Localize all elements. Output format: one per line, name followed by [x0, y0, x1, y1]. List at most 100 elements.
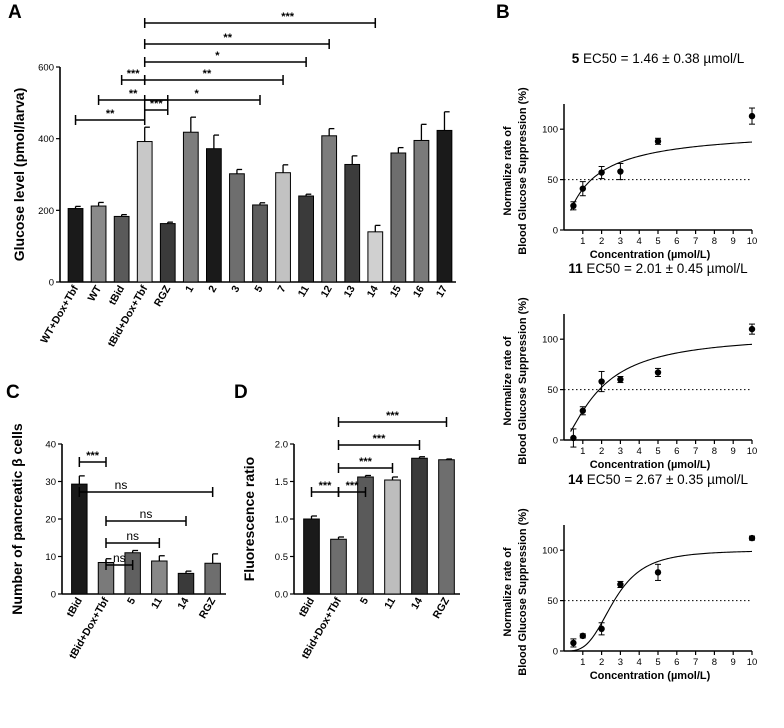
ec50-title: 14 EC50 = 2.67 ± 0.35 µmol/L — [568, 472, 748, 487]
bar — [330, 538, 347, 595]
significance-label: * — [215, 50, 220, 62]
x-tick-label: WT — [86, 283, 105, 304]
x-tick-label: 11 — [296, 283, 312, 299]
y-tick-label: 40 — [45, 440, 56, 451]
x-tick-label: 5 — [252, 283, 265, 294]
x-tick-label: 5 — [655, 657, 660, 668]
x-tick-label: 4 — [637, 446, 642, 457]
x-tick-label: 9 — [731, 657, 736, 668]
x-tick-label: 7 — [693, 446, 698, 457]
significance-label: *** — [127, 68, 141, 80]
y-tick-label: 400 — [38, 134, 54, 145]
x-tick-label: 5 — [125, 595, 138, 606]
bar — [411, 457, 428, 595]
x-tick-label: 1 — [580, 236, 585, 247]
significance-label: *** — [319, 480, 333, 492]
x-tick-label: 7 — [693, 657, 698, 668]
significance-label: ** — [106, 108, 115, 120]
x-tick-label: tBid — [296, 596, 317, 620]
y-tick-label: 0 — [49, 278, 54, 289]
y-axis-title: Number of pancreatic β cells — [9, 423, 25, 615]
x-tick-label: 3 — [229, 283, 242, 294]
data-point — [654, 138, 662, 145]
bar — [206, 148, 222, 283]
data-point — [617, 581, 624, 588]
bar — [159, 223, 176, 283]
y-tick-label: 2.0 — [275, 440, 288, 451]
x-tick-label: 2 — [599, 657, 604, 668]
bar — [321, 135, 338, 283]
significance-label: *** — [346, 480, 360, 492]
x-tick-label: 12 — [319, 283, 335, 299]
panel-label-b: B — [496, 2, 510, 23]
significance-label: *** — [281, 11, 295, 23]
bar — [177, 572, 195, 595]
x-tick-label: 1 — [183, 283, 196, 294]
bar — [357, 476, 374, 595]
y-tick-label: 10 — [45, 552, 56, 563]
x-axis-title: Concentration (µmol/L) — [590, 249, 711, 261]
bar — [204, 562, 221, 595]
significance-label: * — [194, 88, 199, 100]
significance-label: ** — [129, 88, 138, 100]
bar — [298, 195, 314, 283]
panel-c-beta-cells-chart: 0 10 20 30 40 Number of pancreatic β cells tBi… — [9, 423, 226, 661]
x-tick-label: 2 — [599, 236, 604, 247]
x-tick-label: 8 — [712, 446, 717, 457]
x-tick-label: 6 — [674, 446, 679, 457]
x-tick-label: 2 — [599, 446, 604, 457]
y-tick-label: 0 — [553, 647, 558, 658]
data-point — [748, 325, 756, 333]
x-tick-label: 11 — [382, 595, 398, 611]
x-tick-label: 17 — [434, 283, 450, 299]
y-tick-label: 50 — [547, 385, 558, 396]
data-point — [570, 434, 577, 442]
y-tick-label: 20 — [45, 515, 56, 526]
x-tick-label: 5 — [655, 446, 660, 457]
bar — [113, 215, 130, 283]
ec50-text: EC50 = 2.01 ± 0.45 µmol/L — [583, 261, 748, 276]
bar — [151, 560, 168, 595]
data-point — [579, 407, 586, 414]
y-axis-title-line1: Normalize rate of — [502, 336, 514, 426]
x-tick-label: 11 — [149, 595, 165, 611]
y-tick-label: 0 — [553, 436, 558, 447]
y-tick-label: 50 — [547, 175, 558, 186]
dose-response-chart-11: 11 EC50 = 2.01 ± 0.45 µmol/L 0 50 100 1 2 3 4 5 6… — [502, 261, 757, 471]
data-point — [598, 625, 605, 633]
bar — [390, 152, 407, 283]
fit-curve — [570, 343, 753, 432]
compound-label: 14 — [568, 472, 584, 487]
x-tick-label: 13 — [342, 283, 358, 299]
ec50-title: 5 EC50 = 1.46 ± 0.38 µmol/L — [572, 51, 745, 66]
compound-label: 11 — [568, 261, 583, 276]
y-axis-title: Glucose level (pmol/larva) — [11, 88, 27, 262]
y-axis-title: Fluorescence ratio — [241, 457, 257, 582]
x-tick-label: 9 — [731, 236, 736, 247]
x-tick-label: 1 — [580, 657, 585, 668]
x-tick-label: 5 — [358, 595, 371, 606]
y-tick-label: 50 — [547, 596, 558, 607]
y-tick-label: 100 — [542, 546, 558, 557]
x-tick-label: 6 — [674, 236, 679, 247]
x-axis-title: Concentration (µmol/L) — [590, 459, 711, 471]
x-tick-label: 4 — [637, 657, 642, 668]
data-point — [579, 632, 586, 640]
x-tick-label: 5 — [655, 236, 660, 247]
panel-label-d: D — [234, 382, 248, 403]
dose-response-chart-5: 5 EC50 = 1.46 ± 0.38 µmol/L 0 50 100 1 2 3 4 5 6 7… — [502, 51, 757, 261]
y-tick-label: 0 — [51, 590, 56, 601]
x-tick-label: 4 — [637, 236, 642, 247]
x-tick-label: 9 — [731, 446, 736, 457]
compound-label: 5 — [572, 51, 580, 66]
panel-a-glucose-chart: 0 200 400 600 Glucose level (pmol/larva) WT+D… — [11, 11, 456, 349]
data-point — [598, 378, 605, 385]
x-tick-label: 14 — [365, 283, 381, 299]
bar — [367, 231, 384, 283]
x-tick-label: 10 — [747, 657, 758, 668]
panel-label-a: A — [8, 2, 22, 23]
bar — [303, 518, 320, 595]
